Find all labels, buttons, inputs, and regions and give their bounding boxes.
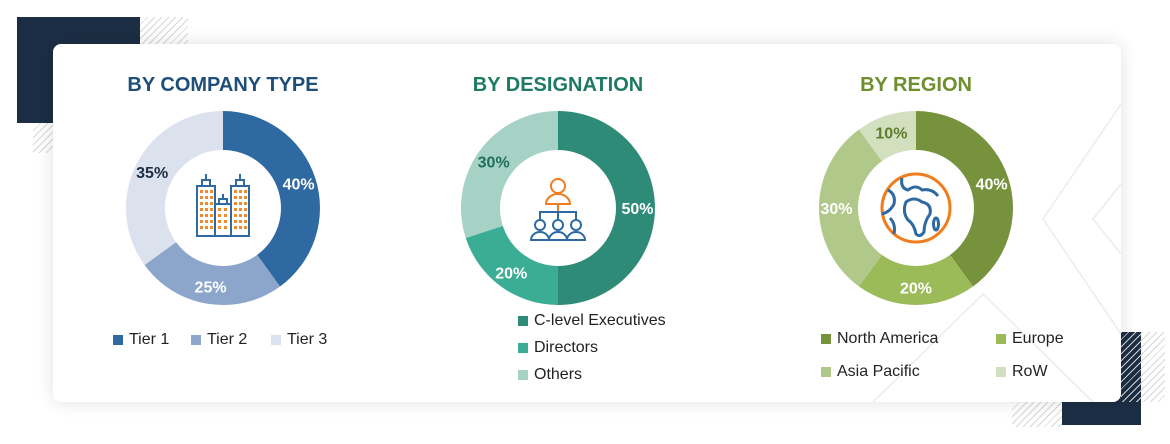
legend-item: North America <box>821 330 938 348</box>
legend-swatch <box>821 367 831 377</box>
legend-swatch <box>191 335 201 345</box>
legend-swatch <box>518 316 528 326</box>
data-label: 50% <box>621 201 653 218</box>
donut-chart: 40% 20% 30% 10% <box>819 111 1013 306</box>
legend-label: Tier 2 <box>207 331 248 348</box>
legend-label: Asia Pacific <box>837 363 920 380</box>
legend-label: North America <box>837 330 939 347</box>
legend-swatch <box>996 367 1006 377</box>
legend-swatch <box>821 334 831 344</box>
panel-designation: BY DESIGNATION 50% 20% 30% C-level Executiv… <box>408 44 708 402</box>
legend-swatch <box>113 335 123 345</box>
legend-label: Tier 3 <box>287 331 328 348</box>
decor-hatch-top-left <box>140 17 188 44</box>
donut-chart: 40% 25% 35% <box>126 111 320 305</box>
decor-lines <box>872 103 1121 402</box>
legend-item: C-level Executives <box>518 312 666 330</box>
chart-title: BY COMPANY TYPE <box>127 74 319 96</box>
panel-region: BY REGION 40% 20% 30% 10% North America Europ… <box>766 44 1066 402</box>
legend-item: RoW <box>996 363 1048 381</box>
donut-slice-asia-pacific <box>819 129 882 287</box>
globe-icon <box>880 172 952 244</box>
legend-swatch <box>271 335 281 345</box>
legend-swatch <box>996 334 1006 344</box>
legend-label: Others <box>534 366 583 383</box>
data-label: 40% <box>976 176 1008 193</box>
donut-slice-tier-1 <box>223 111 320 287</box>
donut-slice-others <box>461 111 558 238</box>
donut-chart: 50% 20% 30% <box>461 111 655 305</box>
donut-slice-tier-2 <box>144 242 281 305</box>
data-label: 10% <box>875 125 907 142</box>
donut-slice-tier-3 <box>126 111 223 266</box>
legend-label: Directors <box>534 339 599 356</box>
data-label: 30% <box>478 154 510 171</box>
legend-swatch <box>518 370 528 380</box>
donut-slice-europe <box>858 254 974 306</box>
chart-card: BY COMPANY TYPE 40% 25% 35% Tier 1 Tier 2 Tie… <box>53 44 1121 402</box>
data-label: 35% <box>136 165 168 182</box>
donut-slice-directors <box>465 225 558 305</box>
legend-item: Asia Pacific <box>821 363 920 381</box>
legend-label: RoW <box>1012 363 1048 380</box>
panel-company-type: BY COMPANY TYPE 40% 25% 35% Tier 1 Tier 2 Tie… <box>73 44 373 402</box>
donut-slice-row <box>858 111 916 162</box>
decor-hatch-bottom-right <box>1012 402 1062 427</box>
chart-title: BY REGION <box>860 74 972 96</box>
decor-hatch-right <box>1121 332 1165 402</box>
donut-slice-c-level-executives <box>558 111 655 305</box>
data-label: 40% <box>283 176 315 193</box>
legend-item: Europe <box>996 330 1064 348</box>
data-label: 20% <box>900 281 932 298</box>
decor-hatch-left <box>33 123 53 153</box>
legend-item: Tier 2 <box>191 331 247 349</box>
legend-item: Tier 3 <box>271 331 327 349</box>
legend-swatch <box>518 343 528 353</box>
legend-label: Tier 1 <box>129 331 170 348</box>
data-label: 20% <box>495 265 527 282</box>
legend-label: Europe <box>1012 330 1064 347</box>
legend-label: C-level Executives <box>534 312 666 329</box>
chart-title: BY DESIGNATION <box>472 74 644 96</box>
donut-slice-north-america <box>916 111 1013 287</box>
legend-item: Others <box>518 366 582 384</box>
org-hierarchy-icon <box>529 178 587 241</box>
legend-item: Directors <box>518 339 598 357</box>
data-label: 30% <box>820 201 852 218</box>
legend-item: Tier 1 <box>113 331 169 349</box>
buildings-icon <box>196 174 250 237</box>
data-label: 25% <box>195 280 227 297</box>
